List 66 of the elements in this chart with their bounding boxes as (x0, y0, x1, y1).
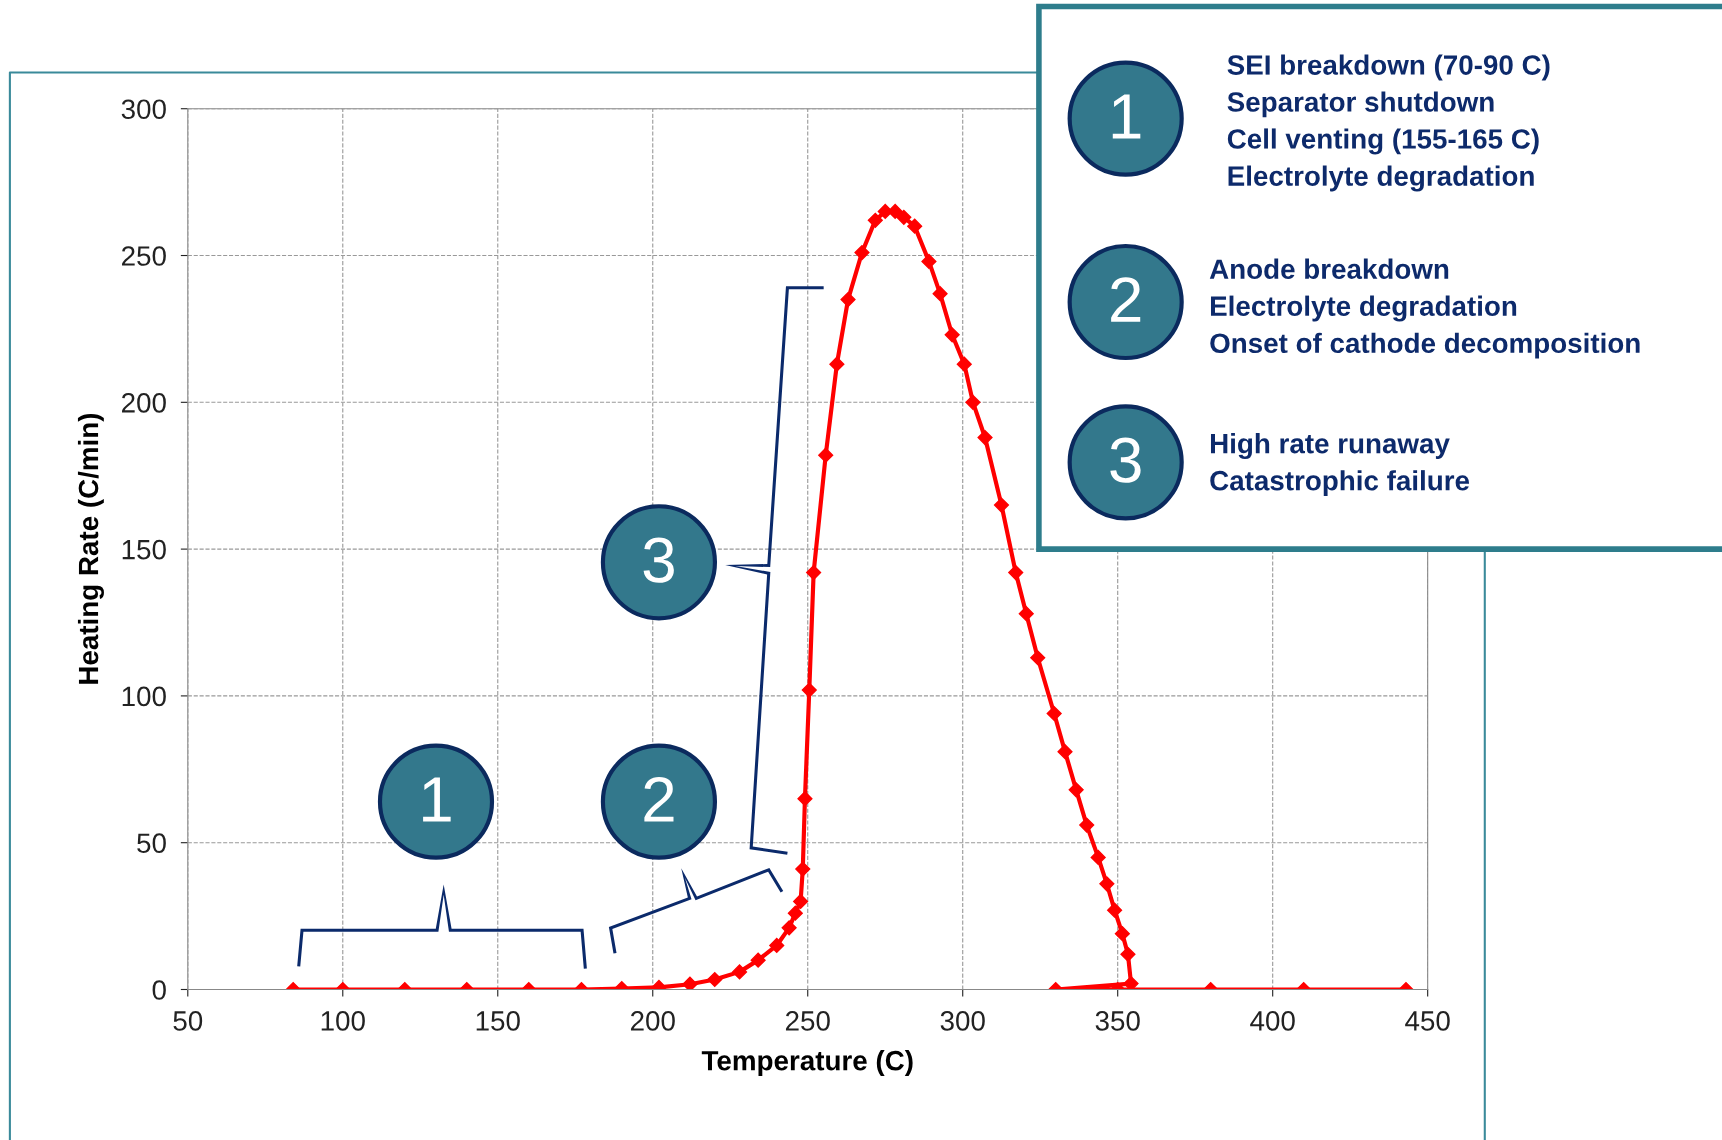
point (795, 861, 811, 877)
annotation: 1 (423, 777, 451, 822)
point (840, 291, 856, 308)
point (921, 253, 937, 269)
x-tick-label: 450 (1405, 1011, 1450, 1031)
point (1030, 650, 1046, 666)
x-axis-title: Temperature (C) (701, 1050, 913, 1076)
x-tick-label: 350 (1095, 1011, 1140, 1031)
point (907, 218, 923, 234)
y-tick-label: 100 (122, 686, 166, 707)
point (682, 976, 698, 990)
y-tick-label: 50 (137, 833, 166, 854)
annotation: 1 (1112, 94, 1141, 139)
point (1099, 876, 1115, 892)
point (932, 286, 948, 302)
point (707, 971, 723, 988)
point (797, 791, 813, 807)
annotation: High rate runaway Catastrophic failure (1210, 433, 1470, 497)
point (787, 905, 803, 921)
point (944, 327, 960, 343)
y-axis-title: Heating Rate (C/min) (77, 413, 104, 684)
point (1090, 849, 1106, 865)
point (867, 212, 883, 228)
point (829, 356, 845, 372)
y-tick-label: 250 (122, 246, 166, 266)
point (1107, 902, 1123, 918)
annotation: 3 (1110, 437, 1141, 483)
point (965, 394, 981, 410)
x-tick-label: 300 (940, 1011, 985, 1031)
point (1120, 946, 1136, 962)
y-tick-label: 0 (152, 980, 166, 1000)
point (1046, 705, 1062, 722)
point (1123, 976, 1139, 990)
y-tick-label: 150 (122, 539, 166, 560)
x-tick-label: 100 (321, 1011, 365, 1031)
point (793, 893, 809, 909)
point (1114, 926, 1130, 942)
point (956, 356, 972, 372)
x-tick-label: 250 (785, 1011, 830, 1031)
annotation: Anode breakdown Electrolyte degradation Onset of cathode decomposition (1209, 258, 1640, 359)
point (896, 209, 912, 225)
point (1057, 744, 1073, 760)
point (1068, 782, 1084, 798)
point (806, 565, 822, 581)
point (1008, 565, 1024, 581)
point (1018, 606, 1034, 622)
y-tick-label: 200 (122, 392, 166, 413)
point (977, 429, 993, 446)
x-tick-label: 400 (1250, 1011, 1295, 1031)
point (1079, 817, 1095, 833)
annotation: 3 (643, 537, 674, 583)
point (993, 497, 1010, 513)
annotation: 2 (1111, 277, 1141, 322)
point (818, 447, 834, 463)
annotation: SEI breakdown (70-90 C) Separator shutdown Cell venting (155-165 C) Electrolyte degradation (1227, 54, 1550, 192)
x-tick-label: 50 (173, 1011, 203, 1031)
point (750, 952, 766, 968)
point (781, 920, 797, 936)
y-tick-label: 300 (121, 99, 166, 120)
annotation: 2 (644, 776, 674, 822)
x-tick-label: 150 (476, 1011, 520, 1031)
x-tick-label: 200 (630, 1011, 675, 1031)
point (731, 964, 748, 980)
point (801, 682, 817, 698)
point (854, 245, 870, 261)
point (769, 937, 785, 954)
